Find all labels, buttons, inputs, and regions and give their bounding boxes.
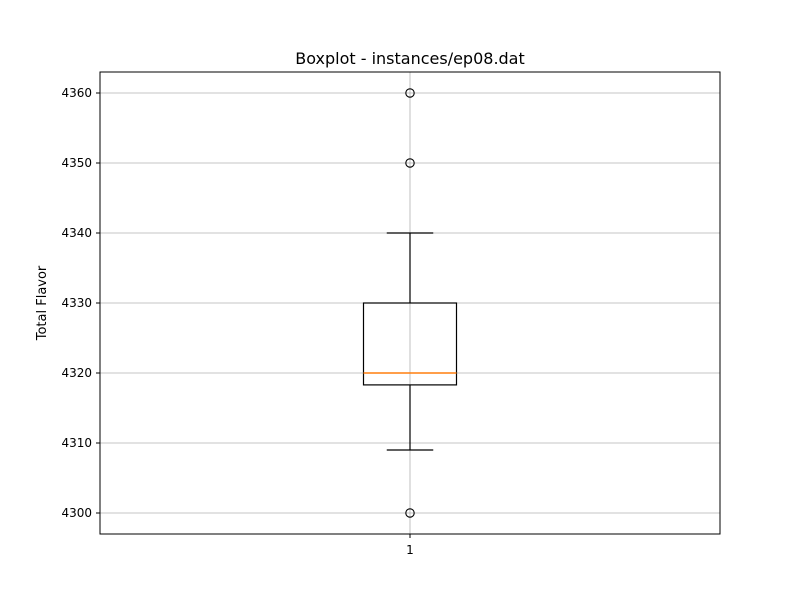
y-tick-label: 4360 [61,86,92,100]
y-tick-label: 4350 [61,156,92,170]
y-tick-label: 4300 [61,506,92,520]
y-tick-label: 4320 [61,366,92,380]
chart-title: Boxplot - instances/ep08.dat [295,49,525,68]
y-tick-label: 4310 [61,436,92,450]
y-tick-label: 4330 [61,296,92,310]
y-axis-label: Total Flavor [35,265,50,341]
x-tick-label: 1 [406,543,414,557]
plot-area [362,88,458,518]
y-tick-label: 4340 [61,226,92,240]
outlier-point [405,158,415,168]
outlier-point [405,88,415,98]
outlier-point [405,508,415,518]
axes: 4300 4310 4320 4330 4340 4350 4360 1 [61,86,413,557]
iqr-box [362,302,458,386]
